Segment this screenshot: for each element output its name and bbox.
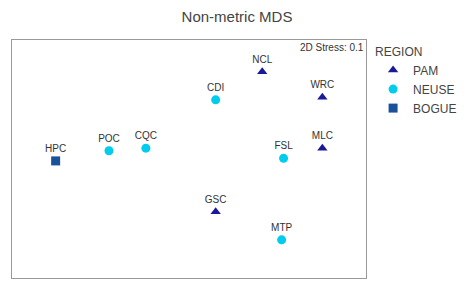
svg-text:MTP: MTP (271, 222, 292, 233)
svg-text:NEUSE: NEUSE (413, 83, 454, 97)
svg-text:CQC: CQC (135, 130, 157, 141)
svg-text:CDI: CDI (207, 82, 224, 93)
svg-text:2D Stress: 0.1: 2D Stress: 0.1 (300, 42, 364, 53)
svg-text:MLC: MLC (312, 130, 333, 141)
svg-text:HPC: HPC (45, 143, 66, 154)
svg-text:NCL: NCL (252, 54, 272, 65)
svg-text:GSC: GSC (205, 194, 227, 205)
svg-text:PAM: PAM (413, 64, 438, 78)
svg-text:FSL: FSL (274, 140, 293, 151)
svg-text:REGION: REGION (375, 45, 422, 59)
svg-text:POC: POC (98, 133, 120, 144)
svg-text:WRC: WRC (310, 79, 334, 90)
svg-text:Non-metric MDS: Non-metric MDS (182, 8, 293, 25)
svg-text:BOGUE: BOGUE (413, 102, 456, 116)
